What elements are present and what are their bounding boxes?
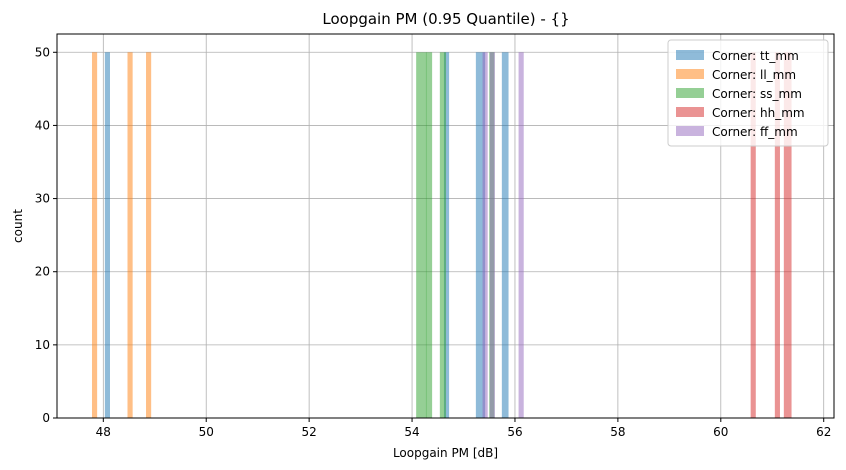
bars (91, 52, 792, 419)
legend-swatch (676, 50, 704, 60)
histogram-bar-series-1 (127, 52, 133, 419)
histogram-bar-series-2 (425, 52, 433, 419)
histogram-bar-series-4 (489, 52, 495, 419)
legend-swatch (676, 69, 704, 79)
y-tick-label: 10 (35, 338, 50, 352)
y-tick-label: 50 (35, 45, 50, 59)
histogram-bar-series-4 (482, 52, 488, 419)
legend-swatch (676, 107, 704, 117)
x-tick-label: 56 (507, 425, 522, 439)
histogram-bar-series-0 (501, 52, 509, 419)
histogram-bar-series-0 (104, 52, 111, 419)
y-tick-label: 0 (42, 411, 50, 425)
histogram-bar-series-3 (783, 52, 792, 419)
x-tick-label: 48 (96, 425, 111, 439)
y-tick-label: 30 (35, 192, 50, 206)
x-tick-label: 52 (301, 425, 316, 439)
x-axis-label: Loopgain PM [dB] (393, 446, 498, 460)
legend-swatch (676, 88, 704, 98)
histogram-bar-series-4 (518, 52, 524, 419)
legend-label: Corner: tt_mm (712, 49, 799, 63)
x-tick-label: 54 (404, 425, 419, 439)
histogram-bar-series-1 (91, 52, 98, 419)
x-tick-label: 62 (816, 425, 831, 439)
histogram-bar-series-1 (146, 52, 152, 419)
histogram-bar-series-3 (750, 52, 756, 419)
y-tick-label: 40 (35, 118, 50, 132)
legend: Corner: tt_mm Corner: ll_mm Corner: ss_mm C… (667, 39, 829, 147)
axis-ticks: 48 50 52 54 56 58 60 62 0 10 20 30 40 50 (35, 45, 832, 439)
histogram-bar-series-0 (443, 52, 450, 419)
histogram-bar-series-2 (416, 52, 427, 419)
x-tick-label: 50 (199, 425, 214, 439)
histogram-bar-series-2 (439, 52, 447, 419)
y-axis-label: count (11, 209, 25, 243)
legend-label: Corner: ff_mm (712, 125, 798, 139)
legend-box (667, 39, 829, 147)
histogram-bar-series-3 (774, 52, 780, 419)
legend-label: Corner: hh_mm (712, 106, 805, 120)
legend-label: Corner: ll_mm (712, 68, 796, 82)
x-tick-label: 60 (713, 425, 728, 439)
y-tick-label: 20 (35, 265, 50, 279)
legend-swatch (676, 126, 704, 136)
legend-label: Corner: ss_mm (712, 87, 802, 101)
chart-title: Loopgain PM (0.95 Quantile) - {} (322, 10, 569, 28)
x-tick-label: 58 (610, 425, 625, 439)
histogram-bar-series-0 (475, 52, 486, 419)
plot-frame (56, 33, 835, 419)
